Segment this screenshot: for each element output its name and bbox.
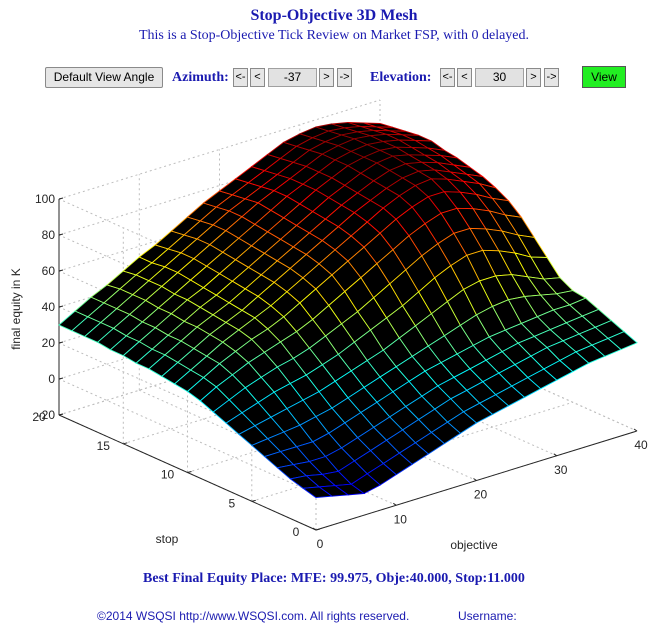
view-controls: Default View Angle Azimuth: <- < -37 > -… — [0, 66, 668, 90]
surface-mesh — [58, 122, 638, 499]
x-axis-title: objective — [450, 538, 498, 552]
z-tick-mark — [58, 377, 64, 380]
x-tick-mark — [633, 428, 638, 432]
z-tick-label: 100 — [35, 192, 55, 206]
back-wall-grid-line — [58, 135, 381, 236]
x-tick-label: 0 — [317, 537, 324, 551]
elevation-value-field[interactable]: 30 — [475, 68, 524, 87]
x-tick-label: 40 — [634, 438, 648, 452]
x-tick-mark — [312, 527, 317, 531]
z-tick-label: 80 — [42, 228, 56, 242]
z-tick-mark — [58, 233, 64, 236]
y-tick-mark — [251, 499, 256, 502]
x-tick-label: 20 — [474, 488, 488, 502]
y-tick-label: 10 — [161, 468, 175, 482]
z-tick-label: 0 — [48, 372, 55, 386]
back-wall-grid-line — [58, 315, 381, 416]
azimuth-big-increase-button[interactable]: -> — [337, 68, 352, 87]
copyright-text: ©2014 WSQSI http://www.WSQSI.com. All ri… — [97, 609, 410, 623]
azimuth-big-decrease-button[interactable]: <- — [233, 68, 248, 87]
x-tick-mark — [473, 478, 477, 481]
azimuth-increase-button[interactable]: > — [319, 68, 334, 87]
username-label: Username: — [458, 609, 517, 623]
z-tick-mark — [58, 413, 64, 416]
y-tick-label: 5 — [228, 496, 235, 510]
default-view-angle-button[interactable]: Default View Angle — [45, 67, 163, 88]
z-tick-label: 60 — [42, 264, 56, 278]
y-tick-label: 15 — [97, 439, 111, 453]
surface-cell — [607, 331, 638, 351]
azimuth-value-field[interactable]: -37 — [268, 68, 317, 87]
floor-grid-line — [123, 344, 445, 445]
y-tick-label: 0 — [293, 525, 300, 539]
z-tick-label: 40 — [42, 300, 56, 314]
x-tick-mark — [393, 502, 397, 506]
azimuth-decrease-button[interactable]: < — [250, 68, 265, 87]
x-tick-mark — [553, 453, 558, 457]
z-tick-mark — [58, 197, 64, 200]
back-wall-grid-line — [58, 171, 381, 272]
elevation-increase-button[interactable]: > — [526, 68, 541, 87]
page-subtitle: This is a Stop-Objective Tick Review on … — [138, 28, 530, 43]
z-tick-mark — [58, 305, 64, 308]
y-tick-label: 20 — [32, 410, 46, 424]
azimuth-label: Azimuth: — [172, 70, 229, 85]
y-tick-mark — [315, 528, 321, 531]
z-axis-title: final equity in K — [9, 268, 23, 349]
elevation-big-increase-button[interactable]: -> — [544, 68, 559, 87]
z-tick-mark — [58, 269, 64, 272]
y-tick-mark — [123, 442, 128, 445]
side-wall-grid-line — [58, 378, 317, 495]
z-tick-label: -20 — [38, 408, 56, 422]
z-tick-label: 20 — [42, 336, 56, 350]
elevation-decrease-button[interactable]: < — [457, 68, 472, 87]
axis-labels: 01020304005101520-20020406080100objectiv… — [9, 192, 648, 552]
view-button[interactable]: View — [582, 66, 626, 88]
y-tick-mark — [187, 471, 192, 473]
best-result-text: Best Final Equity Place: MFE: 99.975, Ob… — [143, 571, 525, 586]
x-tick-label: 10 — [394, 512, 408, 526]
elevation-big-decrease-button[interactable]: <- — [440, 68, 455, 87]
y-axis-title: stop — [156, 532, 179, 546]
back-wall-grid-line — [58, 279, 381, 380]
back-wall-grid-line — [58, 99, 381, 200]
floor-grid-line — [187, 373, 509, 473]
x-tick-label: 30 — [554, 463, 568, 477]
elevation-label: Elevation: — [370, 70, 432, 85]
page-title: Stop-Objective 3D Mesh — [250, 7, 418, 24]
z-tick-mark — [58, 341, 64, 344]
